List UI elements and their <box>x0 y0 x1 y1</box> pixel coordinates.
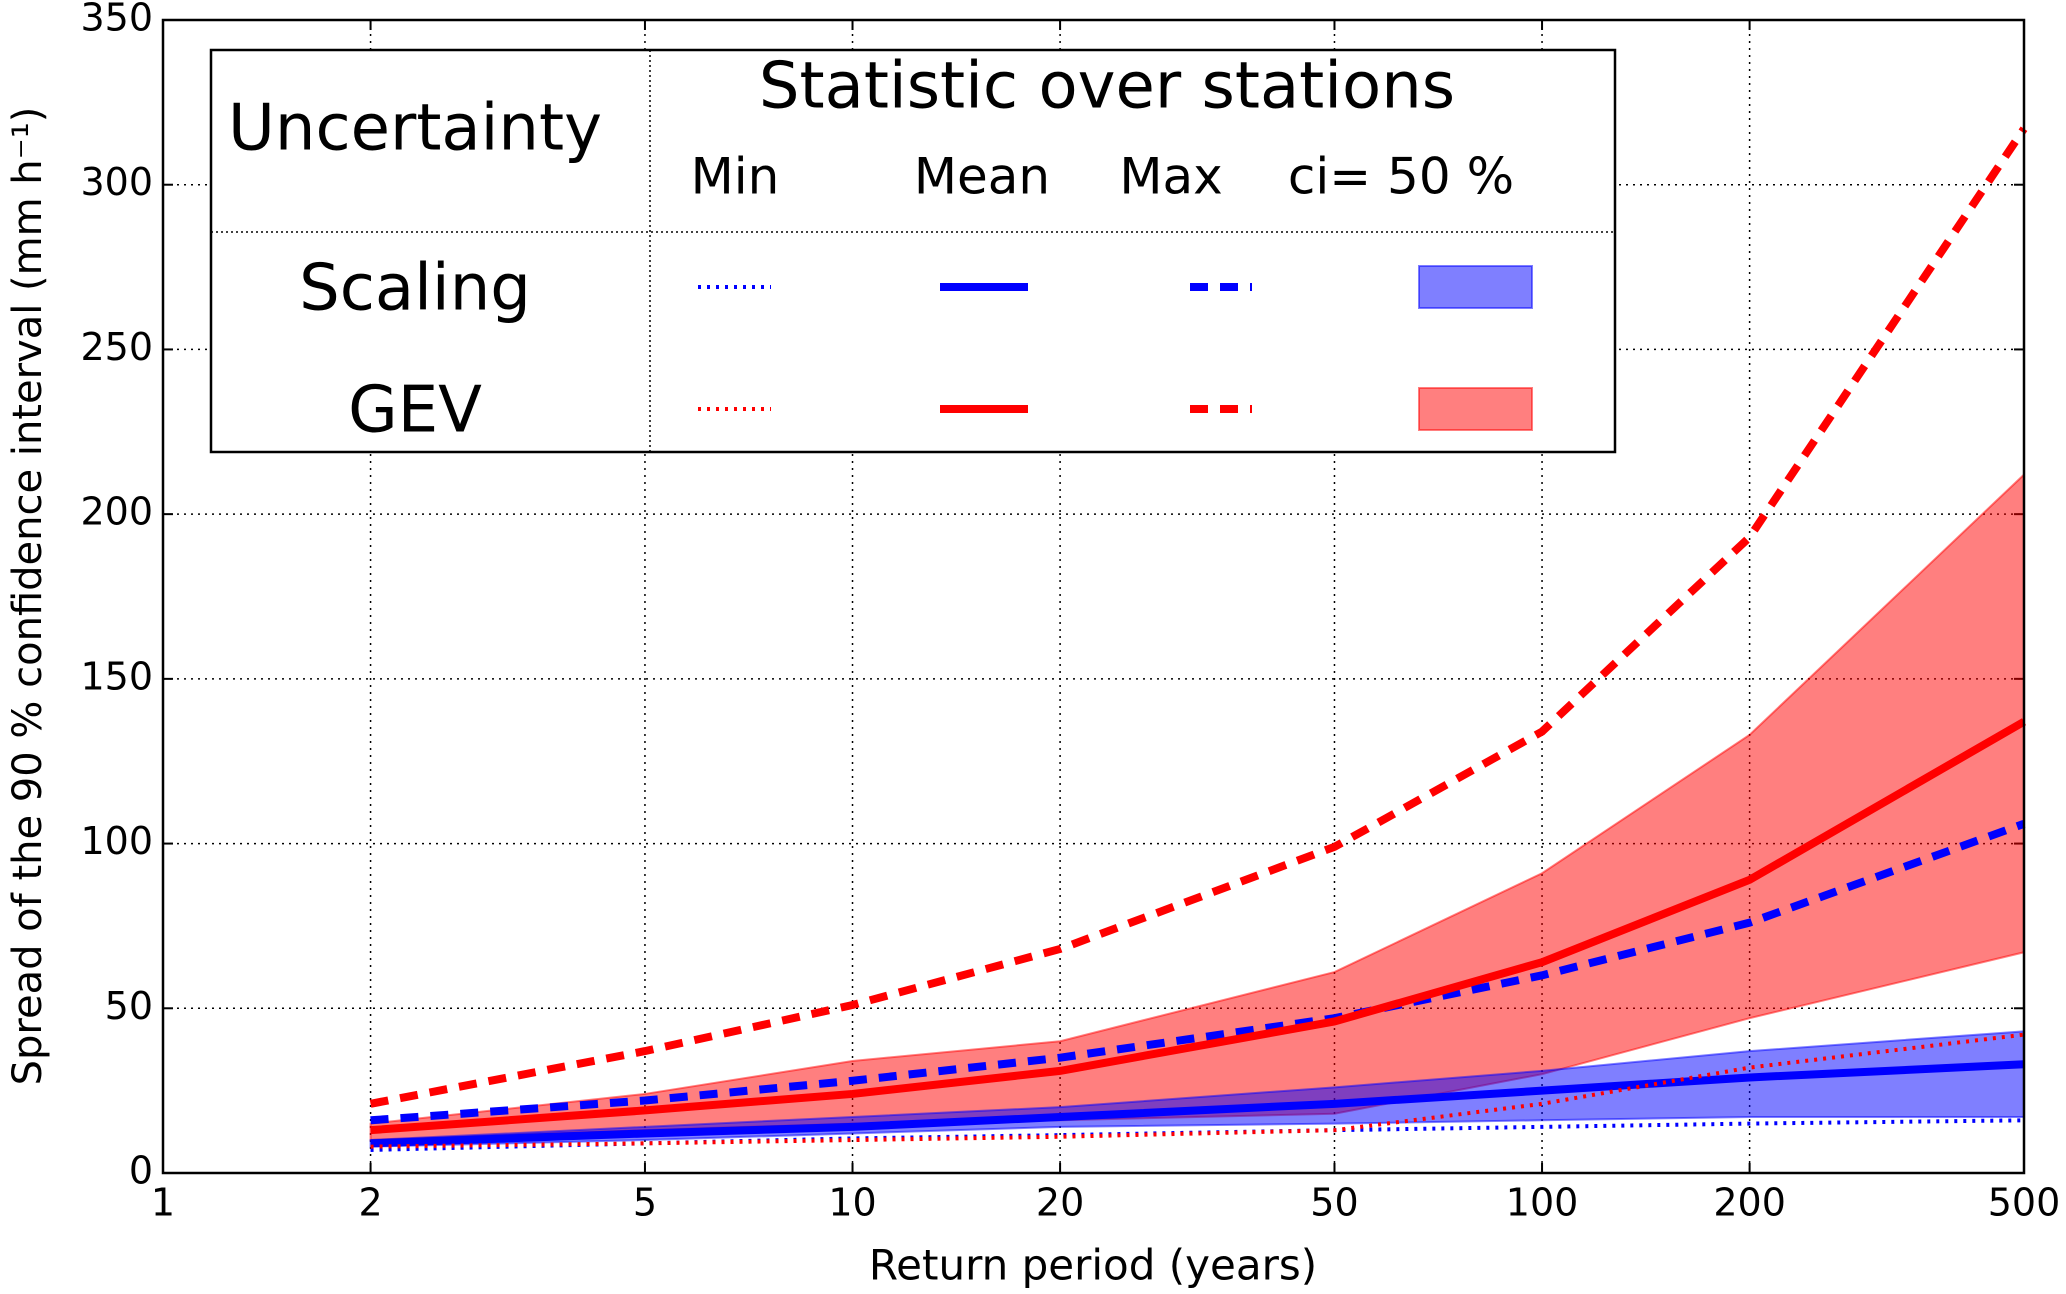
line-max <box>369 126 2028 1108</box>
line-mean <box>370 1060 2025 1148</box>
x-tick-label: 5 <box>633 1181 657 1225</box>
ci-band <box>369 472 2025 1142</box>
legend-column: Min <box>691 148 780 206</box>
legend-header: Statistic over stations <box>759 50 1455 124</box>
y-tick-label: 100 <box>80 819 153 863</box>
y-tick-label: 150 <box>80 654 153 698</box>
legend-box <box>209 48 1617 454</box>
y-tick-label: 0 <box>129 1149 153 1193</box>
y-axis-label: Spread of the 90 % confidence interval (… <box>5 107 51 1086</box>
y-tick-label: 50 <box>105 984 153 1028</box>
y-tick-label: 250 <box>80 325 153 369</box>
legend-column: Max <box>1119 148 1222 206</box>
x-tick-label: 1 <box>151 1181 175 1225</box>
legend-row: GEV <box>348 374 482 448</box>
x-tick-label: 50 <box>1310 1181 1358 1225</box>
legend-column: ci= 50 % <box>1288 148 1514 206</box>
legend-column: Mean <box>914 148 1050 206</box>
legend-row: Scaling <box>299 252 531 326</box>
x-tick-label: 10 <box>828 1181 876 1225</box>
legend-sample <box>1418 387 1533 431</box>
y-tick-label: 200 <box>80 490 153 534</box>
x-tick-label: 500 <box>1988 1181 2061 1225</box>
y-tick-label: 350 <box>80 0 153 40</box>
line-mean <box>370 718 2026 1135</box>
x-tick-label: 200 <box>1713 1181 1786 1225</box>
x-tick-label: 2 <box>358 1181 382 1225</box>
x-tick-label: 20 <box>1036 1181 1084 1225</box>
x-axis-label: Return period (years) <box>869 1241 1317 1290</box>
x-tick-label: 100 <box>1506 1181 1579 1225</box>
y-tick-label: 300 <box>80 160 153 204</box>
legend-sample <box>1418 265 1533 309</box>
legend-title: Uncertainty <box>228 92 602 166</box>
legend: Uncertainty Statistic over stations Min Mea… <box>209 48 1617 454</box>
plot-frame <box>161 18 2026 1175</box>
line-max <box>370 820 2026 1125</box>
